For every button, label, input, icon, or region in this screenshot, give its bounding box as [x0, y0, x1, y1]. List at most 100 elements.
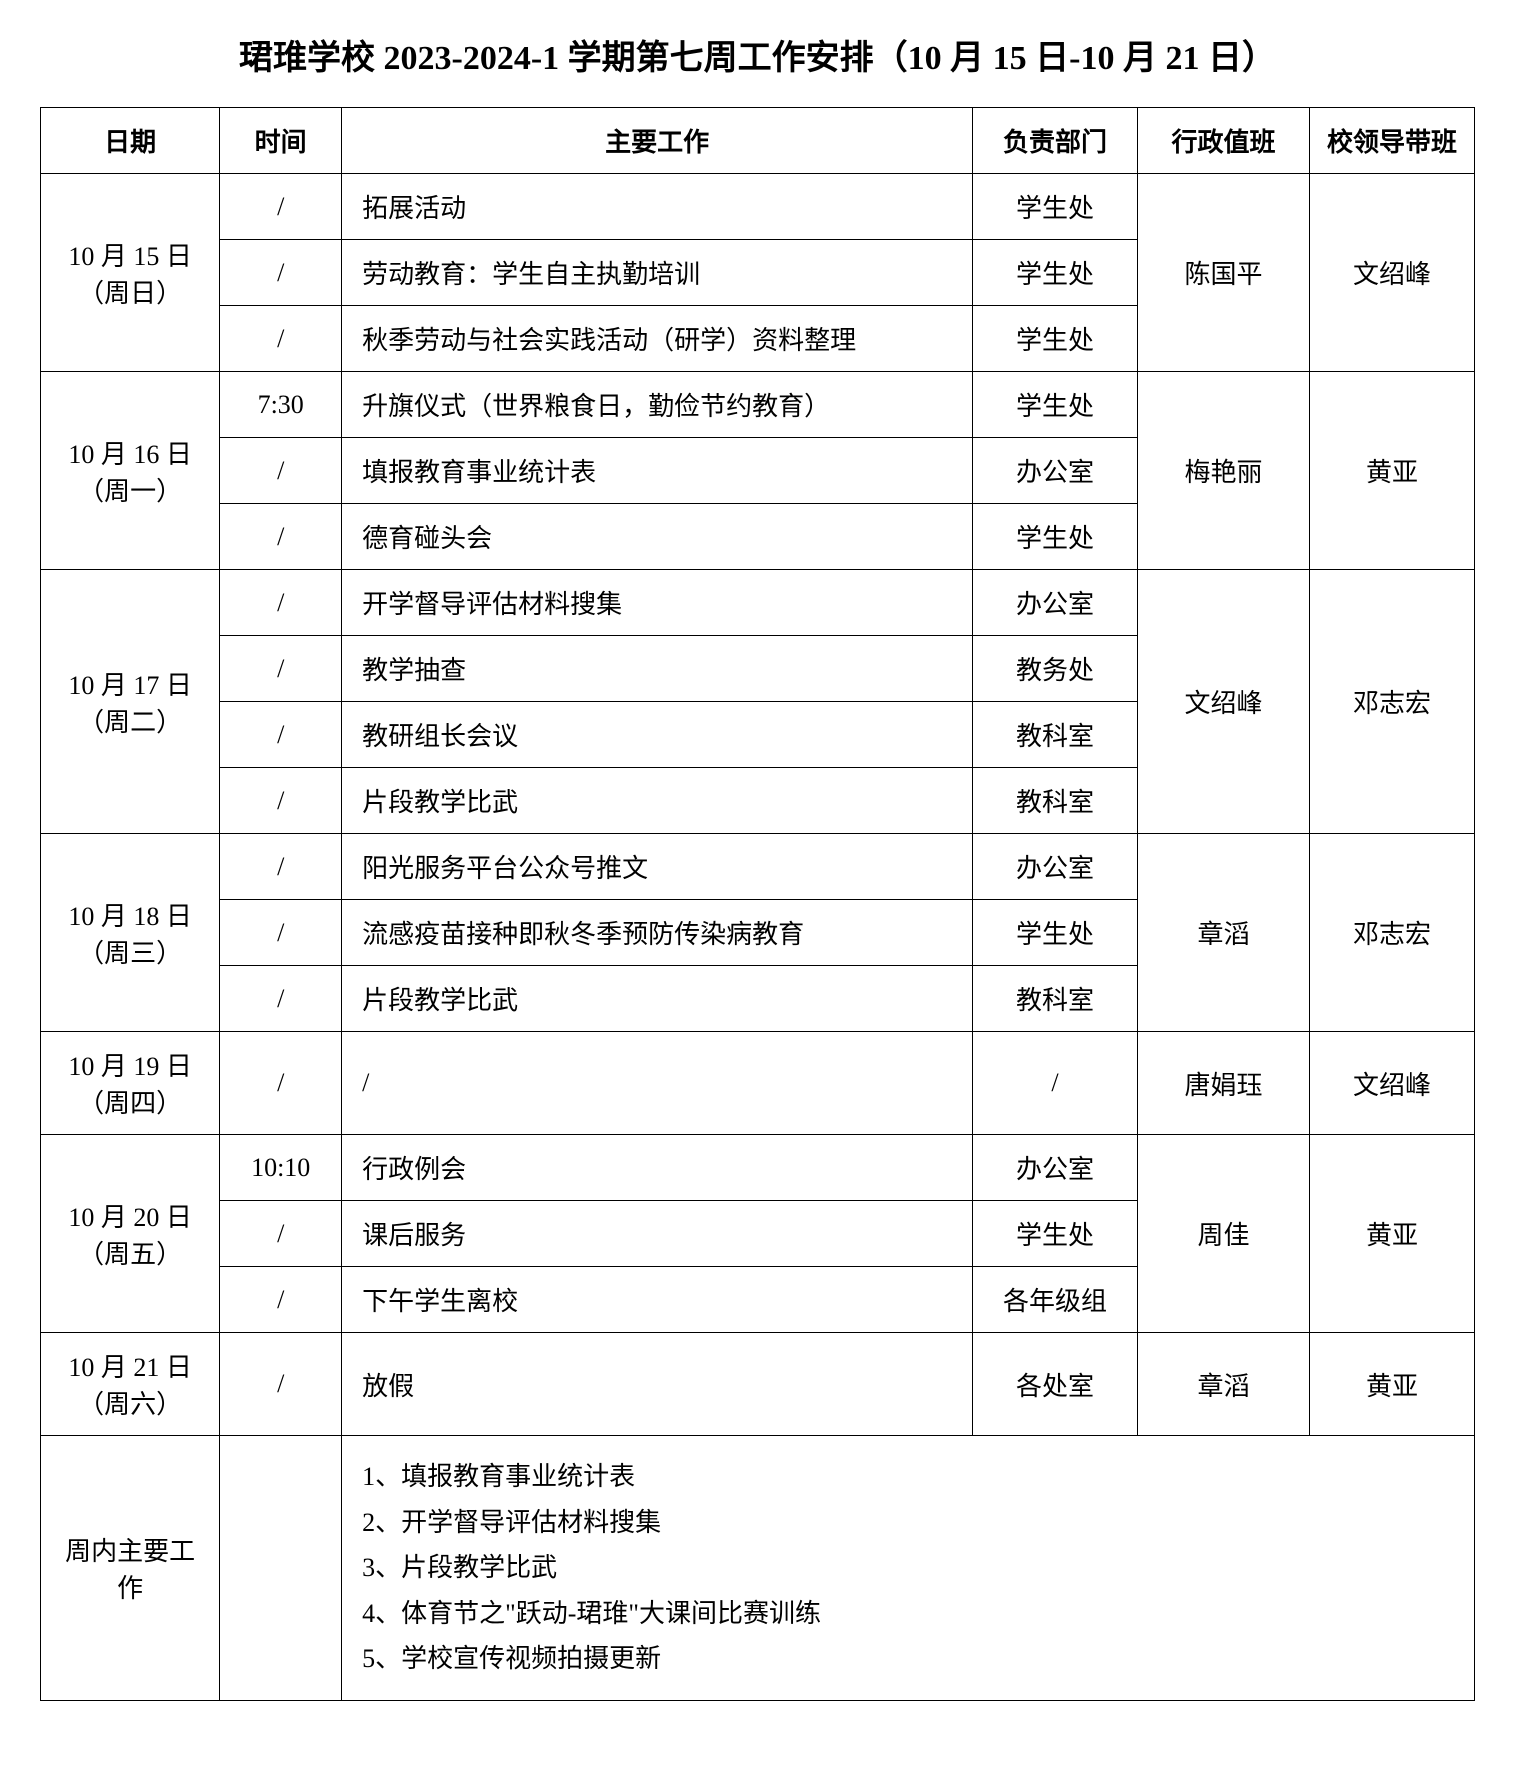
- leader-cell: 邓志宏: [1310, 570, 1475, 834]
- time-cell: /: [220, 504, 342, 570]
- header-dept: 负责部门: [973, 108, 1138, 174]
- header-date: 日期: [41, 108, 220, 174]
- work-cell: 劳动教育：学生自主执勤培训: [342, 240, 973, 306]
- summary-blank: [220, 1436, 342, 1701]
- date-line1: 10 月 16 日: [68, 440, 192, 469]
- date-line2: （周日）: [78, 279, 182, 308]
- page-title: 珺琟学校 2023-2024-1 学期第七周工作安排（10 月 15 日-10 …: [40, 30, 1475, 79]
- leader-cell: 邓志宏: [1310, 834, 1475, 1032]
- dept-cell: 教科室: [973, 768, 1138, 834]
- dept-cell: 办公室: [973, 1135, 1138, 1201]
- date-cell: 10 月 18 日（周三）: [41, 834, 220, 1032]
- time-cell: /: [220, 438, 342, 504]
- work-cell: 升旗仪式（世界粮食日，勤俭节约教育）: [342, 372, 973, 438]
- table-row: 10 月 21 日 （周六） /放假各处室章滔黄亚: [41, 1333, 1475, 1436]
- duty-cell: 章滔: [1137, 834, 1309, 1032]
- date-line1: 10 月 20 日: [68, 1203, 192, 1232]
- work-cell: /: [342, 1032, 973, 1135]
- date-cell: 10 月 19 日 （周四）: [41, 1032, 220, 1135]
- header-leader: 校领导带班: [1310, 108, 1475, 174]
- dept-cell: 办公室: [973, 570, 1138, 636]
- summary-label-line1: 周内主要工: [65, 1537, 195, 1566]
- duty-cell: 梅艳丽: [1137, 372, 1309, 570]
- time-cell: /: [220, 174, 342, 240]
- work-cell: 行政例会: [342, 1135, 973, 1201]
- dept-cell: 教务处: [973, 636, 1138, 702]
- duty-cell: 唐娟珏: [1137, 1032, 1309, 1135]
- summary-item: 2、开学督导评估材料搜集: [362, 1508, 661, 1537]
- summary-label-line2: 作: [117, 1574, 143, 1603]
- table-row: 10 月 15 日（周日）/拓展活动学生处陈国平文绍峰: [41, 174, 1475, 240]
- time-cell: /: [220, 834, 342, 900]
- header-duty: 行政值班: [1137, 108, 1309, 174]
- dept-cell: 学生处: [973, 174, 1138, 240]
- time-cell: /: [220, 702, 342, 768]
- dept-cell: 各年级组: [973, 1267, 1138, 1333]
- work-cell: 下午学生离校: [342, 1267, 973, 1333]
- work-cell: 课后服务: [342, 1201, 973, 1267]
- date-line1: 10 月 18 日: [68, 902, 192, 931]
- time-cell: /: [220, 1267, 342, 1333]
- dept-cell: 教科室: [973, 966, 1138, 1032]
- work-cell: 放假: [342, 1333, 973, 1436]
- date-line1: 10 月 15 日: [68, 242, 192, 271]
- date-line2: （周五）: [78, 1240, 182, 1269]
- work-cell: 开学督导评估材料搜集: [342, 570, 973, 636]
- date-cell: 10 月 20 日 （周五）: [41, 1135, 220, 1333]
- date-cell: 10 月 16 日 （周一）: [41, 372, 220, 570]
- time-cell: /: [220, 636, 342, 702]
- dept-cell: 学生处: [973, 372, 1138, 438]
- work-cell: 片段教学比武: [342, 966, 973, 1032]
- time-cell: /: [220, 966, 342, 1032]
- time-cell: /: [220, 570, 342, 636]
- summary-item: 5、学校宣传视频拍摄更新: [362, 1644, 661, 1673]
- header-work: 主要工作: [342, 108, 973, 174]
- date-cell: 10 月 15 日 （周日）: [41, 174, 220, 372]
- date-line2: （周六）: [78, 1390, 182, 1419]
- work-cell: 流感疫苗接种即秋冬季预防传染病教育: [342, 900, 973, 966]
- time-cell: /: [220, 306, 342, 372]
- work-cell: 教研组长会议: [342, 702, 973, 768]
- dept-cell: 学生处: [973, 1201, 1138, 1267]
- header-row: 日期 时间 主要工作 负责部门 行政值班 校领导带班: [41, 108, 1475, 174]
- summary-item: 4、体育节之"跃动-珺琟"大课间比赛训练: [362, 1599, 821, 1628]
- dept-cell: 学生处: [973, 900, 1138, 966]
- duty-cell: 陈国平: [1137, 174, 1309, 372]
- work-cell: 教学抽查: [342, 636, 973, 702]
- leader-cell: 黄亚: [1310, 1333, 1475, 1436]
- date-line1: 10 月 17 日: [68, 671, 192, 700]
- summary-item: 3、片段教学比武: [362, 1553, 557, 1582]
- date-line1: 10 月 19 日: [68, 1052, 192, 1081]
- work-cell: 秋季劳动与社会实践活动（研学）资料整理: [342, 306, 973, 372]
- date-line2: （周二）: [78, 708, 182, 737]
- dept-cell: 学生处: [973, 504, 1138, 570]
- time-cell: /: [220, 1333, 342, 1436]
- dept-cell: 学生处: [973, 240, 1138, 306]
- duty-cell: 周佳: [1137, 1135, 1309, 1333]
- date-line2: （周四）: [78, 1089, 182, 1118]
- work-cell: 阳光服务平台公众号推文: [342, 834, 973, 900]
- dept-cell: 办公室: [973, 438, 1138, 504]
- table-row: 10 月 17 日（周二）/开学督导评估材料搜集办公室文绍峰邓志宏: [41, 570, 1475, 636]
- date-line2: （周一）: [78, 477, 182, 506]
- summary-row: 周内主要工作1、填报教育事业统计表2、开学督导评估材料搜集3、片段教学比武4、体…: [41, 1436, 1475, 1701]
- work-cell: 片段教学比武: [342, 768, 973, 834]
- date-line1: 10 月 21 日: [68, 1353, 192, 1382]
- dept-cell: 各处室: [973, 1333, 1138, 1436]
- time-cell: /: [220, 240, 342, 306]
- table-row: 10 月 16 日（周一）7:30升旗仪式（世界粮食日，勤俭节约教育）学生处梅艳…: [41, 372, 1475, 438]
- summary-content: 1、填报教育事业统计表2、开学督导评估材料搜集3、片段教学比武4、体育节之"跃动…: [342, 1436, 1475, 1701]
- work-cell: 拓展活动: [342, 174, 973, 240]
- work-cell: 德育碰头会: [342, 504, 973, 570]
- duty-cell: 章滔: [1137, 1333, 1309, 1436]
- time-cell: /: [220, 1032, 342, 1135]
- work-cell: 填报教育事业统计表: [342, 438, 973, 504]
- table-row: 10 月 18 日（周三）/阳光服务平台公众号推文办公室章滔邓志宏: [41, 834, 1475, 900]
- summary-label: 周内主要工作: [41, 1436, 220, 1701]
- dept-cell: 办公室: [973, 834, 1138, 900]
- time-cell: 10:10: [220, 1135, 342, 1201]
- time-cell: 7:30: [220, 372, 342, 438]
- time-cell: /: [220, 900, 342, 966]
- table-row: 10 月 19 日（周四）///唐娟珏文绍峰: [41, 1032, 1475, 1135]
- header-time: 时间: [220, 108, 342, 174]
